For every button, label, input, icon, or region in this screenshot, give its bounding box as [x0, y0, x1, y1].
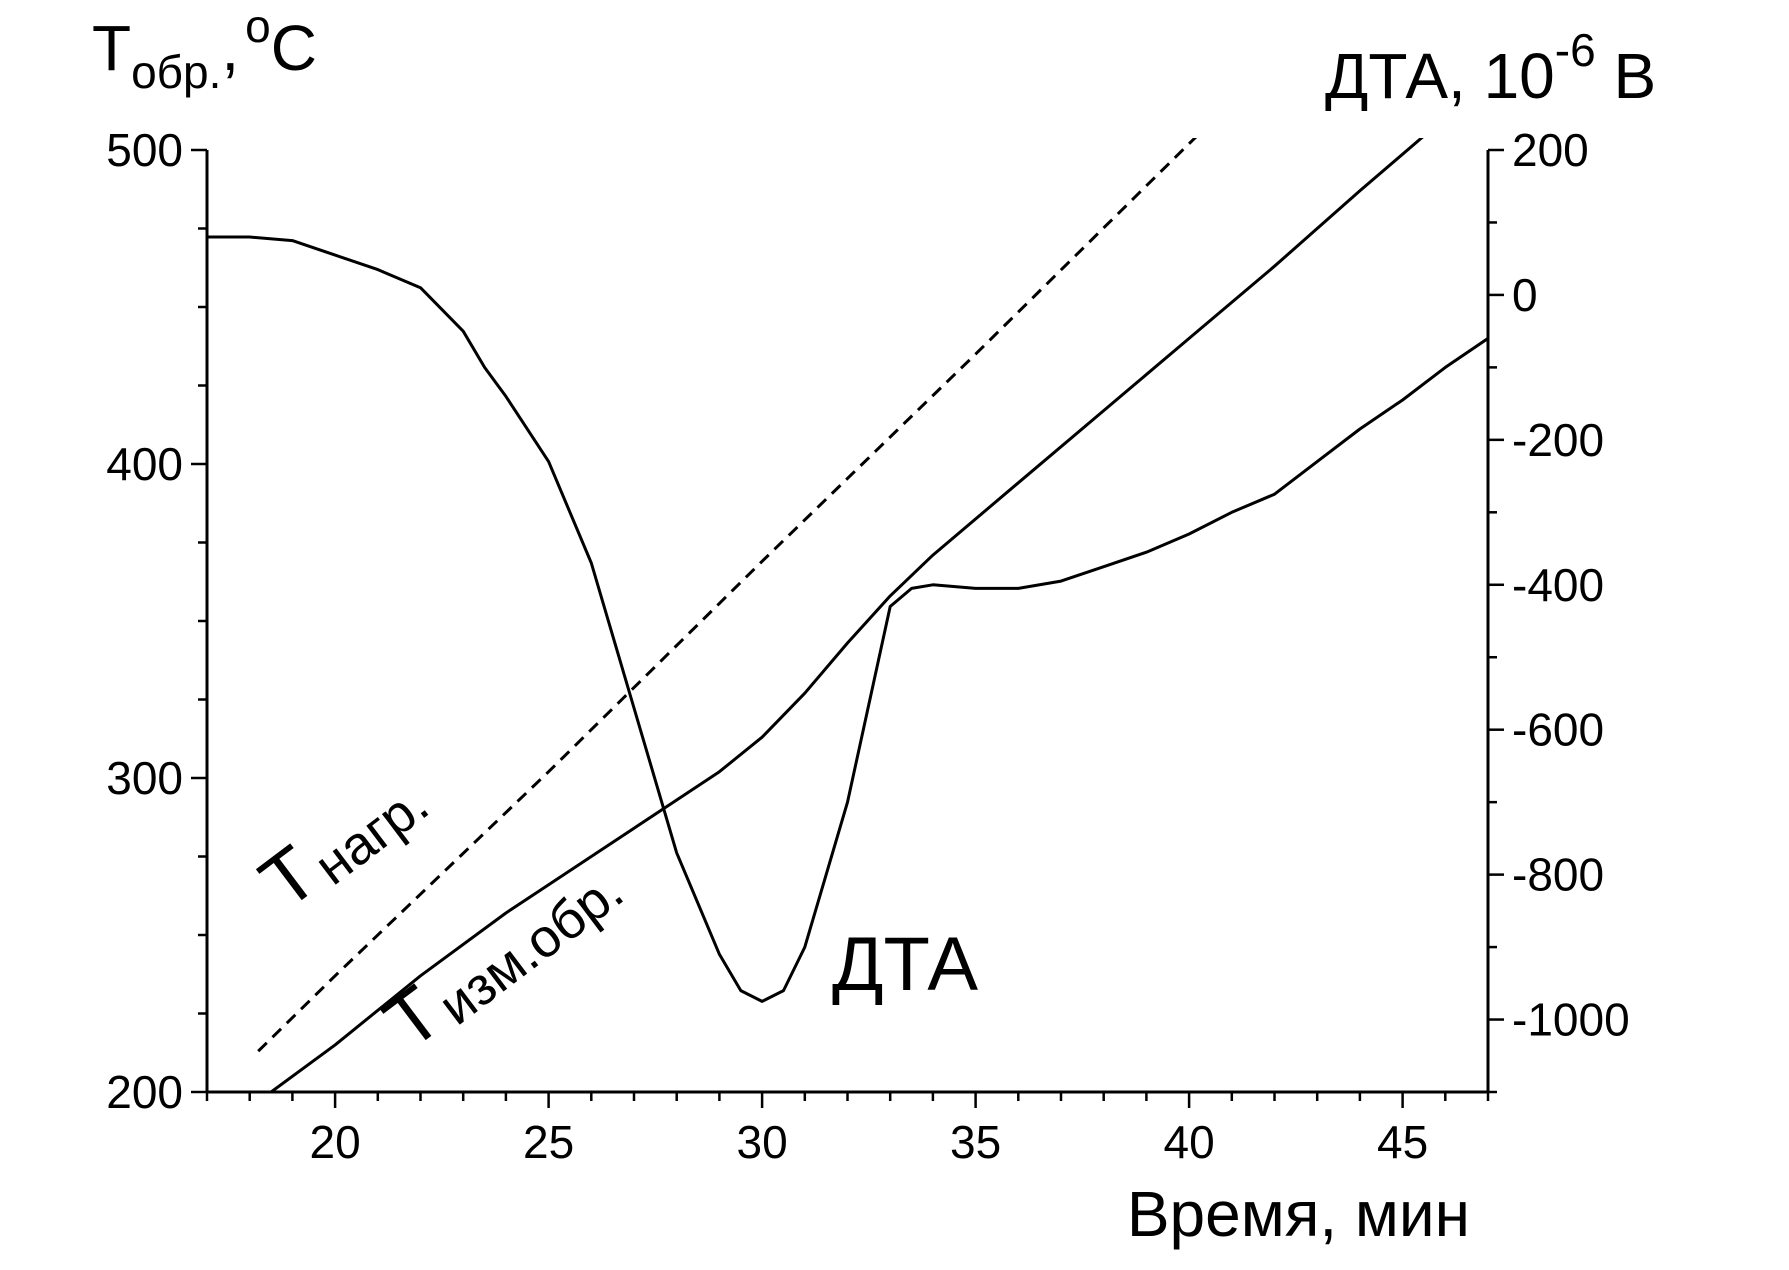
axes: 20 25 30 35 40 45 200 300 400 500 -1000 -800 -600 -40… [106, 124, 1629, 1168]
right-tick-label: -600 [1512, 704, 1604, 756]
x-tick-label: 40 [1164, 1116, 1215, 1168]
right-tick-label: -800 [1512, 849, 1604, 901]
x-tick-label: 20 [310, 1116, 361, 1168]
right-axis-title-unit: В [1596, 40, 1656, 112]
left-axis-title: Tобр., oC [92, 0, 317, 98]
left-tick-label: 400 [106, 438, 183, 490]
t-sample-label: Tизм.обр. [369, 838, 634, 1068]
right-tick-label: -200 [1512, 414, 1604, 466]
right-axis-title-sup: -6 [1555, 24, 1596, 76]
x-tick-label: 45 [1377, 1116, 1428, 1168]
right-axis-title: ДТА, 10-6 В [1325, 24, 1656, 112]
series [207, 138, 1488, 1092]
x-tick-label: 30 [737, 1116, 788, 1168]
t-heat-label: Tнагр. [245, 751, 439, 928]
series-line-t_sample [270, 138, 1424, 1092]
t-heat-label-sub: нагр. [304, 774, 440, 897]
left-axis-title-sep: , [221, 12, 239, 84]
left-axis-title-main: T [92, 12, 131, 84]
series-line-t_heat [257, 138, 1198, 1053]
left-tick-label: 200 [106, 1066, 183, 1118]
left-axis-title-sub: обр. [131, 46, 221, 98]
dta-label: ДТА [832, 922, 978, 1007]
left-tick-label: 500 [106, 124, 183, 176]
series-line-dta [207, 235, 1488, 1003]
x-tick-label: 25 [523, 1116, 574, 1168]
right-axis-title-main: ДТА, 10 [1325, 40, 1555, 112]
right-tick-label: 200 [1512, 124, 1589, 176]
left-tick-label: 300 [106, 752, 183, 804]
right-tick-label: -1000 [1512, 994, 1630, 1046]
right-tick-label: -400 [1512, 559, 1604, 611]
left-axis-title-unit: C [271, 12, 317, 84]
x-tick-label: 35 [950, 1116, 1001, 1168]
x-axis-title: Время, мин [1127, 1178, 1470, 1250]
left-axis-title-sup: o [245, 0, 271, 52]
right-tick-label: 0 [1512, 269, 1538, 321]
